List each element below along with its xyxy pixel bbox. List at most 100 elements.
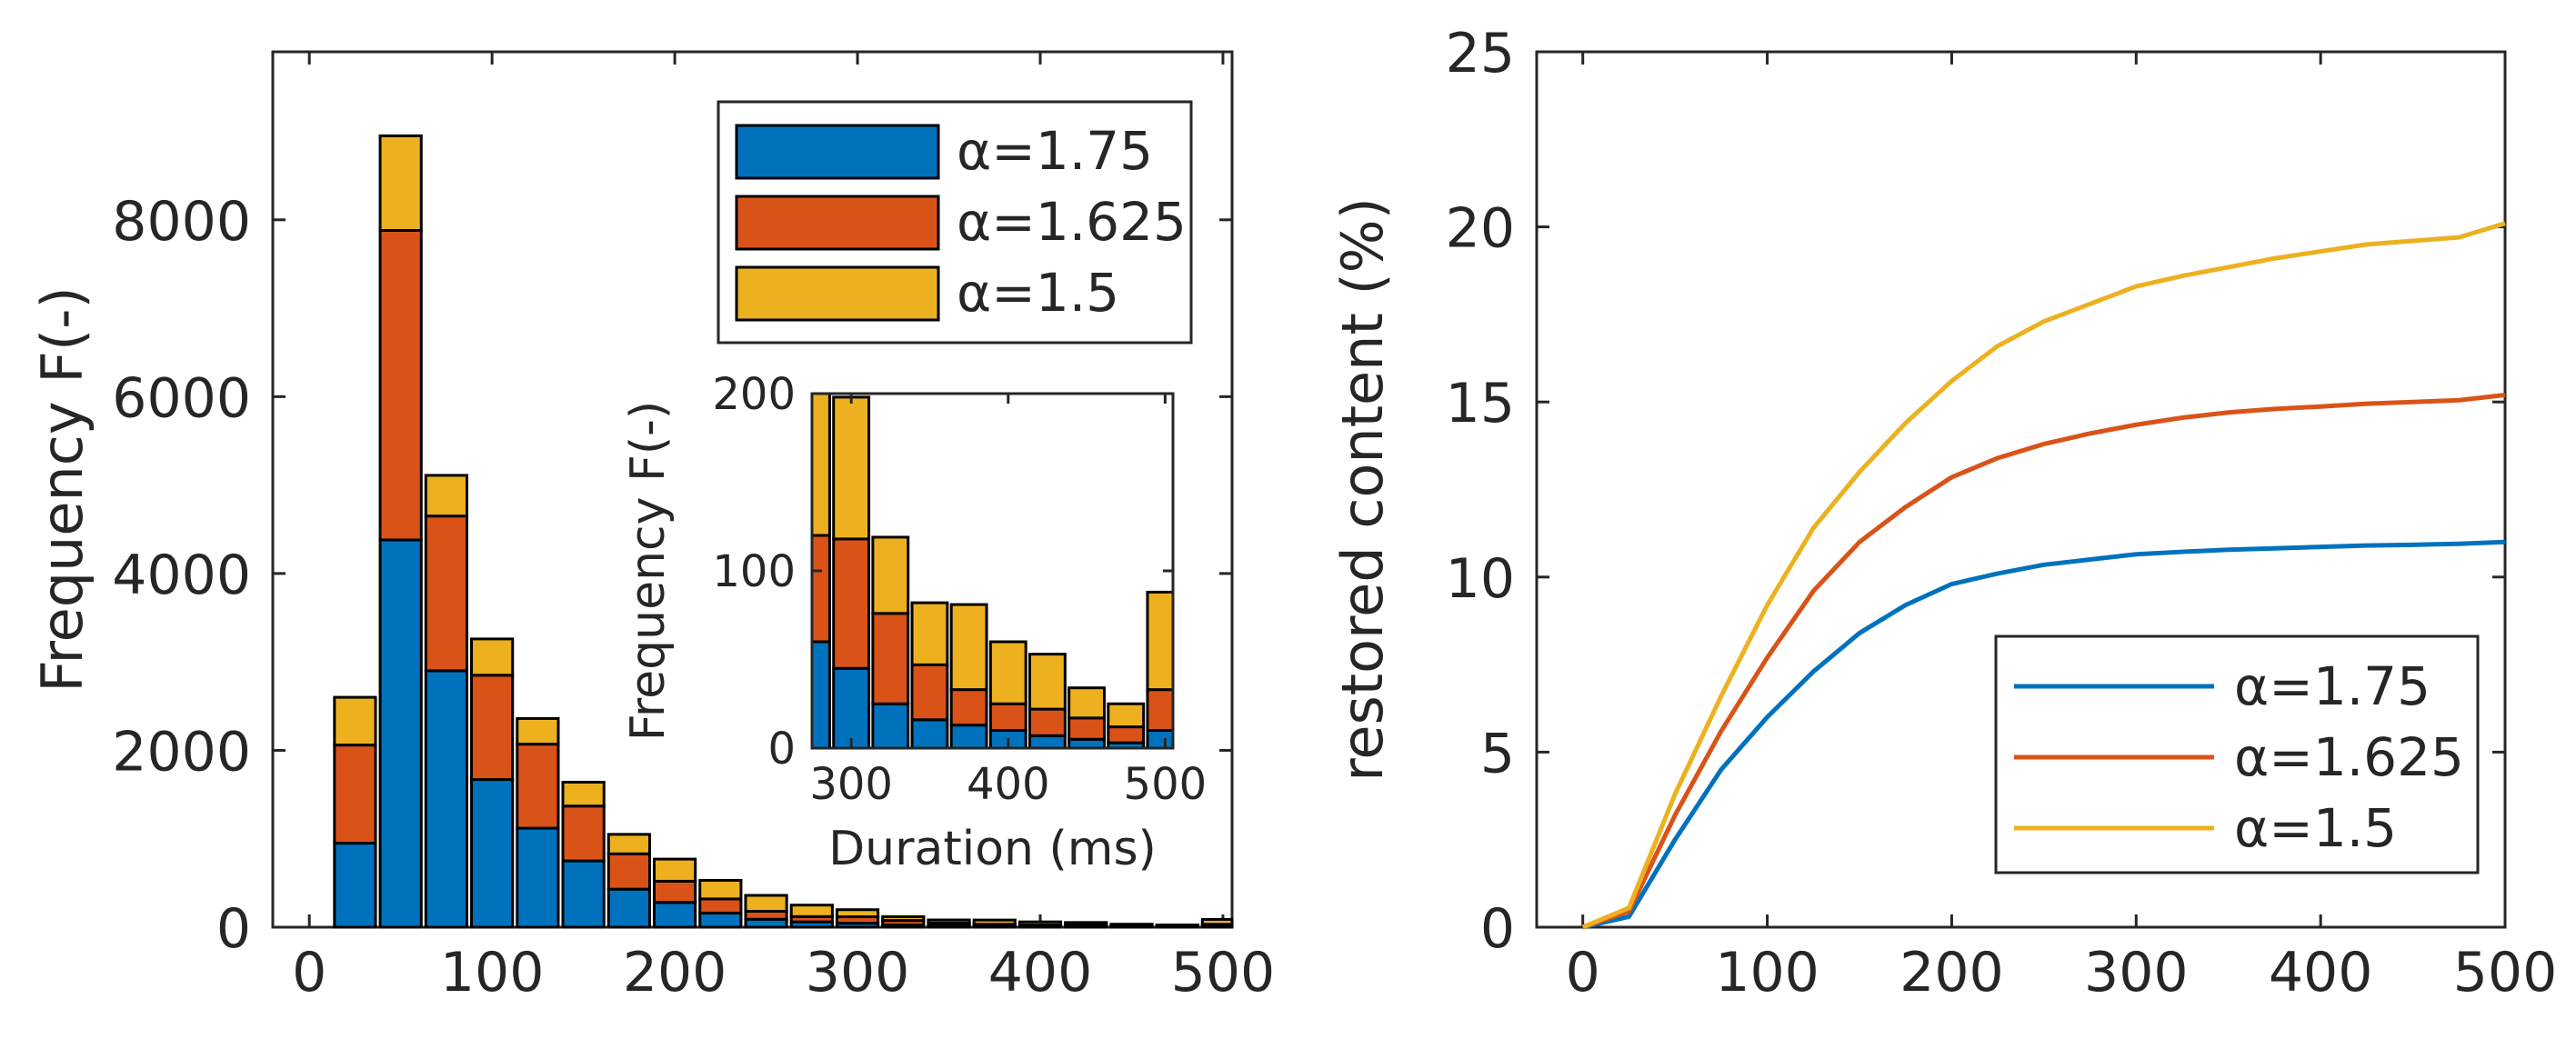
inset-bar-2 (871, 612, 910, 705)
inset-bar-2 (1067, 716, 1106, 741)
hist-bar-1 (561, 859, 606, 929)
line-x-tick-label: 300 (2084, 941, 2189, 1004)
inset-bar-1 (910, 718, 949, 750)
hist-bar-3 (1200, 917, 1234, 926)
hist-x-tick-label: 400 (988, 941, 1093, 1004)
hist-bar-1 (516, 826, 560, 929)
hist-legend-label: α=1.75 (957, 120, 1153, 182)
line-x-tick-label: 500 (2453, 941, 2558, 1004)
hist-bar-3 (698, 878, 743, 901)
hist-bar-2 (698, 897, 743, 914)
line-series-2 (1581, 393, 2506, 930)
inset-bar-1 (871, 702, 910, 750)
inset-x-axis-label: Duration (ms) (828, 822, 1157, 876)
line-series-1 (1582, 539, 2506, 930)
inset-bar-3 (1067, 686, 1106, 720)
hist-bar-3 (652, 857, 697, 883)
hist-x-tick-label: 100 (440, 941, 545, 1004)
line-x-tick-label: 400 (2269, 941, 2373, 1004)
hist-y-tick-label: 4000 (112, 544, 251, 607)
hist-bar-2 (561, 804, 606, 863)
hist-x-tick-label: 500 (1171, 941, 1276, 1004)
line-y-tick-label: 5 (1480, 722, 1515, 785)
inset-bar-1 (949, 724, 988, 750)
line-legend-label: α=1.625 (2234, 726, 2464, 788)
hist-bar-3 (378, 134, 423, 232)
hist-bar-3 (1064, 921, 1108, 927)
hist-bar-2 (516, 743, 560, 830)
hist-bar-2 (652, 879, 697, 904)
hist-y-tick-label: 6000 (112, 366, 251, 430)
hist-x-tick-label: 0 (292, 941, 326, 1004)
inset-bar-2 (1146, 688, 1175, 733)
inset-bar-2 (1107, 725, 1146, 744)
hist-y-tick-label: 2000 (112, 720, 251, 784)
inset-bar-3 (1027, 653, 1067, 711)
histogram-panel: 0 100 200 300 400 500 0 2000 4000 6000 8000 Frequen… (29, 50, 1276, 1004)
line-y-tick-label: 0 (1480, 897, 1515, 961)
line-series-3 (1581, 221, 2506, 930)
line-y-tick-label: 10 (1446, 547, 1515, 611)
hist-bar-2 (606, 852, 651, 891)
line-x-tick-label: 100 (1715, 941, 1819, 1004)
line-y-tick-label: 20 (1446, 197, 1515, 261)
inset-bar-2 (988, 702, 1027, 732)
hist-bar-1 (333, 842, 377, 929)
inset-y-tick-label: 0 (767, 724, 796, 774)
hist-bar-3 (789, 904, 834, 918)
inset-bar-3 (1146, 590, 1175, 692)
inset-bar-3 (871, 535, 910, 615)
inset-bar-2 (832, 537, 871, 670)
hist-bar-3 (744, 894, 788, 913)
inset-bar-3 (832, 395, 871, 541)
inset-x-tick-label: 500 (1124, 759, 1208, 810)
hist-bar-2 (378, 228, 423, 542)
inset-bar-3 (810, 392, 831, 537)
hist-legend-label: α=1.625 (957, 191, 1187, 253)
inset-x-tick-label: 400 (967, 759, 1050, 810)
hist-x-tick-label: 300 (806, 941, 910, 1004)
hist-legend-swatch (735, 195, 940, 251)
line-y-axis-label: restored content (%) (1329, 197, 1396, 782)
hist-bar-1 (470, 778, 515, 929)
hist-y-tick-label: 8000 (112, 190, 251, 254)
hist-bar-2 (333, 744, 377, 845)
line-y-tick-label: 15 (1446, 372, 1515, 435)
inset-y-axis-label: Frequency F(-) (621, 401, 676, 741)
hist-legend-swatch (735, 265, 940, 322)
hist-bar-3 (835, 908, 880, 919)
inset-x-tick-label: 300 (809, 759, 893, 810)
inset-bar-1 (1027, 734, 1067, 750)
hist-y-axis-label: Frequency F(-) (29, 286, 95, 692)
hist-bar-3 (1155, 924, 1199, 928)
inset-y-tick-label: 200 (712, 369, 796, 420)
line-legend-box (1994, 634, 2480, 874)
hist-bar-3 (561, 780, 606, 808)
inset-bar-3 (988, 640, 1027, 705)
hist-bar-3 (1109, 923, 1154, 927)
hist-bar-3 (516, 716, 560, 746)
hist-bar-3 (972, 918, 1017, 926)
inset-bar-2 (810, 534, 831, 644)
hist-bar-3 (606, 833, 651, 855)
inset-bar-2 (910, 663, 949, 722)
hist-x-tick-label: 200 (623, 941, 727, 1004)
hist-bar-1 (424, 669, 469, 929)
inset-bar-1 (832, 666, 871, 750)
inset-bar-1 (810, 640, 831, 750)
inset-bar-3 (1107, 702, 1146, 729)
hist-bar-3 (470, 637, 515, 677)
hist-bar-1 (606, 887, 651, 929)
line-axes-box (1535, 50, 2507, 929)
inset-bar-3 (949, 603, 988, 692)
hist-bar-1 (378, 538, 423, 929)
hist-bar-3 (1017, 920, 1063, 927)
inset-bar-3 (910, 601, 949, 666)
hist-bar-1 (652, 901, 697, 929)
line-x-tick-label: 200 (1899, 941, 2004, 1004)
hist-bar-3 (927, 918, 971, 924)
hist-legend-swatch (735, 124, 940, 180)
inset-chart: 300 400 500 0 100 200 Frequency F(-) Duration (… (621, 369, 1207, 876)
hist-bar-2 (424, 515, 469, 673)
